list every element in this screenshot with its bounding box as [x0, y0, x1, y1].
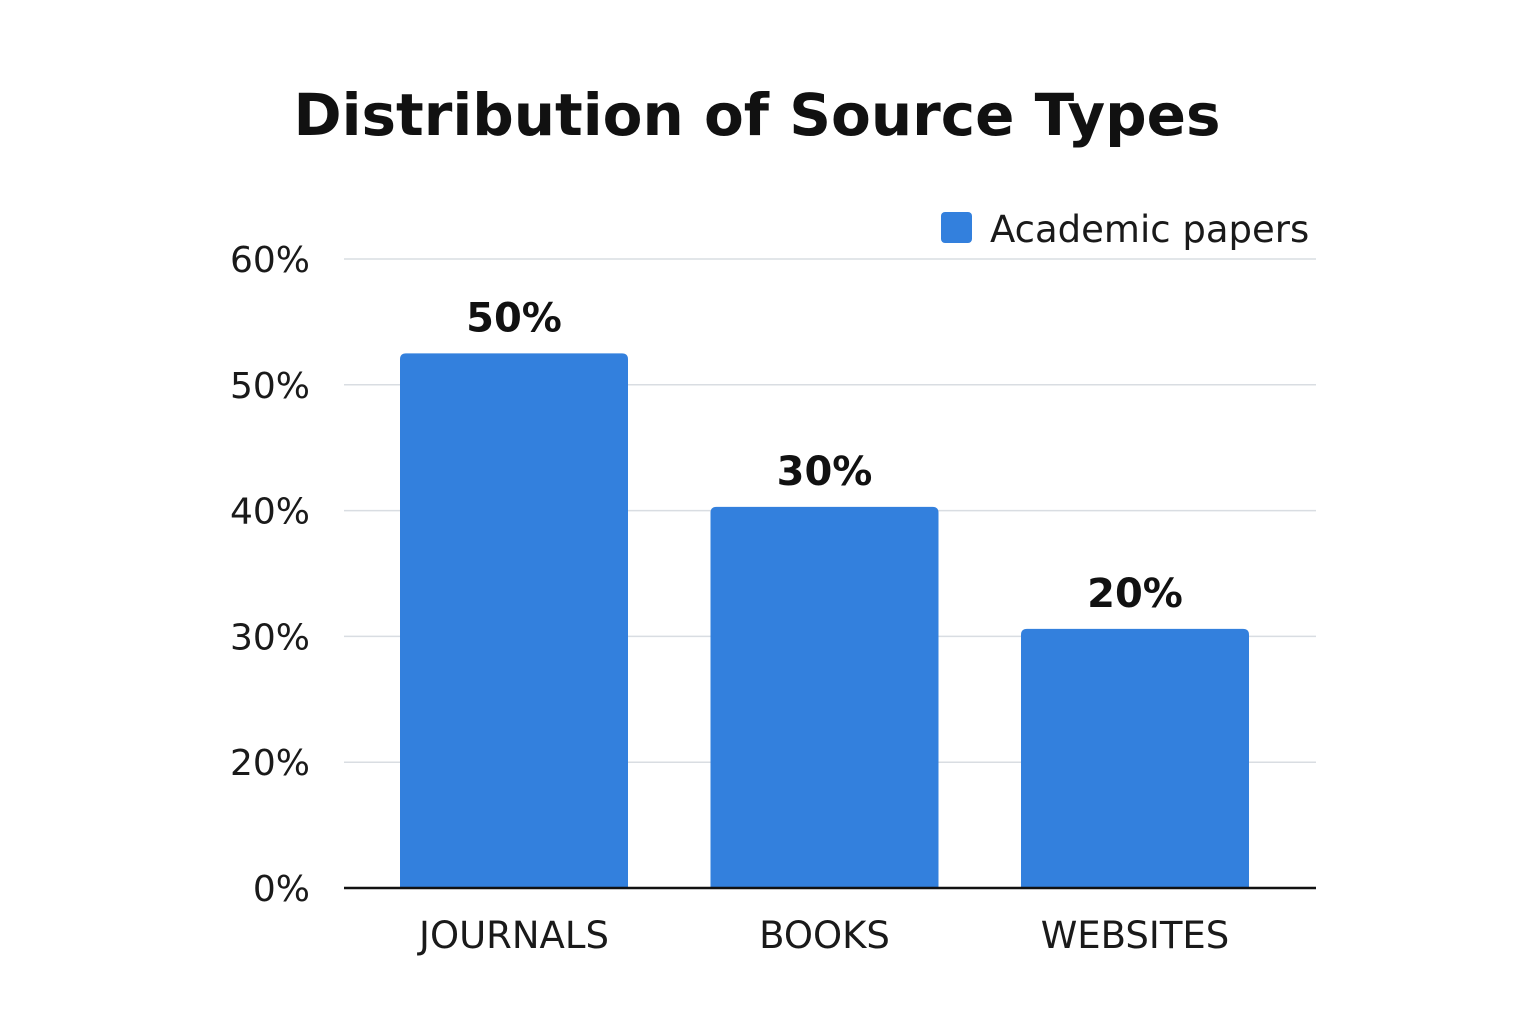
- y-axis-ticks: 0% 20% 30% 40% 50% 60%: [230, 240, 310, 910]
- bar-journals: [400, 353, 628, 889]
- y-tick-label: 0%: [253, 869, 310, 910]
- y-tick-label: 50%: [230, 366, 310, 407]
- data-labels: 50% 30% 20%: [466, 295, 1183, 617]
- data-label-journals: 50%: [466, 295, 562, 341]
- y-tick-label: 40%: [230, 492, 310, 533]
- x-axis-labels: JOURNALS BOOKS WEBSITES: [417, 914, 1229, 957]
- y-tick-label: 60%: [230, 240, 310, 281]
- legend-swatch: [941, 212, 972, 243]
- x-tick-label-books: BOOKS: [759, 914, 890, 957]
- chart-title: Distribution of Source Types: [293, 81, 1220, 149]
- y-tick-label: 20%: [230, 743, 310, 784]
- data-label-websites: 20%: [1087, 571, 1183, 617]
- x-tick-label-journals: JOURNALS: [417, 914, 609, 957]
- x-tick-label-websites: WEBSITES: [1041, 914, 1230, 957]
- bars: [400, 353, 1249, 889]
- bar-websites: [1021, 628, 1249, 888]
- y-tick-label: 30%: [230, 617, 310, 658]
- data-label-books: 30%: [777, 449, 873, 495]
- legend-label: Academic papers: [990, 208, 1309, 251]
- bar-books: [710, 506, 939, 888]
- legend: Academic papers: [941, 208, 1309, 251]
